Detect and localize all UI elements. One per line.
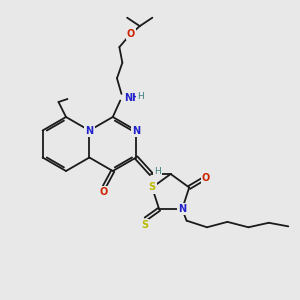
Text: O: O <box>202 172 210 183</box>
Text: S: S <box>141 220 148 230</box>
Text: N: N <box>178 204 186 214</box>
Text: S: S <box>148 182 156 193</box>
Text: O: O <box>127 29 135 39</box>
Text: O: O <box>99 187 107 197</box>
Text: H: H <box>137 92 143 101</box>
Text: N: N <box>85 125 93 136</box>
Text: N: N <box>132 125 140 136</box>
Text: H: H <box>154 167 161 176</box>
Text: NH: NH <box>124 93 141 103</box>
